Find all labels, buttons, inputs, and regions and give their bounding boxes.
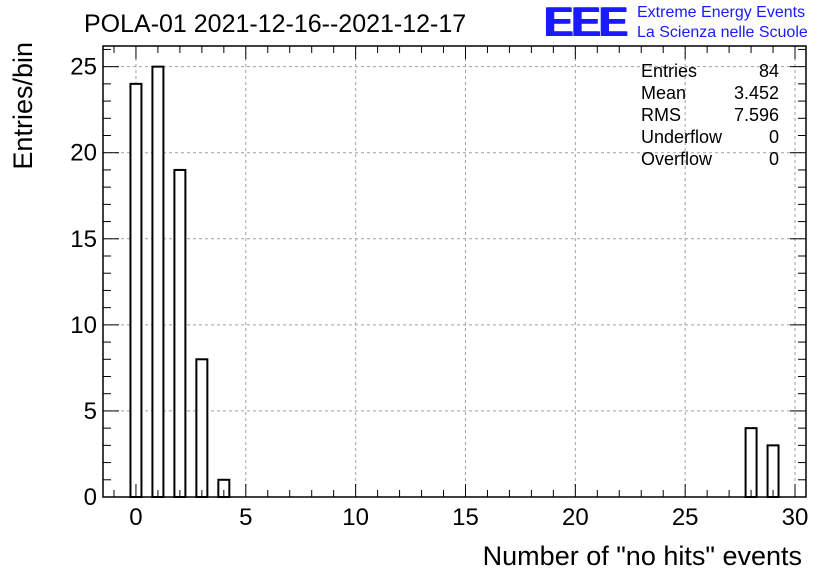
histogram-bar <box>195 358 209 498</box>
y-tick-label: 25 <box>70 54 97 81</box>
eee-logo: EEE <box>543 0 627 46</box>
stats-value: 84 <box>758 61 779 81</box>
stats-label: Mean <box>641 83 687 103</box>
logo-caption: Extreme Energy Events La Scienza nelle S… <box>637 3 808 43</box>
stats-row-overflow: Overflow 0 <box>641 148 779 170</box>
stats-row-underflow: Underflow 0 <box>641 126 779 148</box>
stats-box: Entries 84 Mean 3.452 RMS 7.596 Underflo… <box>641 60 779 170</box>
histogram-bar <box>151 65 165 498</box>
x-tick-label: 30 <box>782 504 809 531</box>
logo-line-1: Extreme Energy Events <box>637 4 806 21</box>
x-tick-label: 15 <box>452 504 479 531</box>
histogram-bar <box>766 444 780 498</box>
y-tick-label: 20 <box>70 140 97 167</box>
histogram-bar <box>173 168 187 498</box>
stats-value: 0 <box>768 127 779 147</box>
x-tick-label: 10 <box>342 504 369 531</box>
stats-label: Overflow <box>641 149 713 169</box>
stats-row-entries: Entries 84 <box>641 60 779 82</box>
y-tick-label: 10 <box>70 312 97 339</box>
stats-value: 3.452 <box>733 83 779 103</box>
axes <box>102 45 807 498</box>
x-tick-label: 25 <box>672 504 699 531</box>
stats-row-rms: RMS 7.596 <box>641 104 779 126</box>
histogram-bar <box>744 427 758 499</box>
stats-value: 0 <box>768 149 779 169</box>
y-tick-label: 5 <box>84 398 97 425</box>
x-tick-label: 20 <box>562 504 589 531</box>
stats-value: 7.596 <box>733 105 779 125</box>
plot-frame <box>102 45 807 498</box>
histogram-bars <box>129 65 780 499</box>
logo-line-2: La Scienza nelle Scuole <box>637 24 808 41</box>
y-axis-label: Entries/bin <box>8 42 38 170</box>
y-tick-label: 15 <box>70 226 97 253</box>
stats-label: RMS <box>641 105 681 125</box>
x-tick-label: 5 <box>239 504 252 531</box>
histogram-bar <box>129 82 143 498</box>
stats-label: Entries <box>641 61 698 81</box>
tick-labels: 0 5 10 15 20 25 30 0 5 10 15 20 25 <box>70 54 808 531</box>
y-tick-label: 0 <box>84 484 97 511</box>
stats-label: Underflow <box>641 127 723 147</box>
x-tick-label: 0 <box>129 504 142 531</box>
x-axis-label: Number of "no hits" events <box>483 541 802 571</box>
chart-title: POLA-01 2021-12-16--2021-12-17 <box>84 10 467 38</box>
stats-row-mean: Mean 3.452 <box>641 82 779 104</box>
